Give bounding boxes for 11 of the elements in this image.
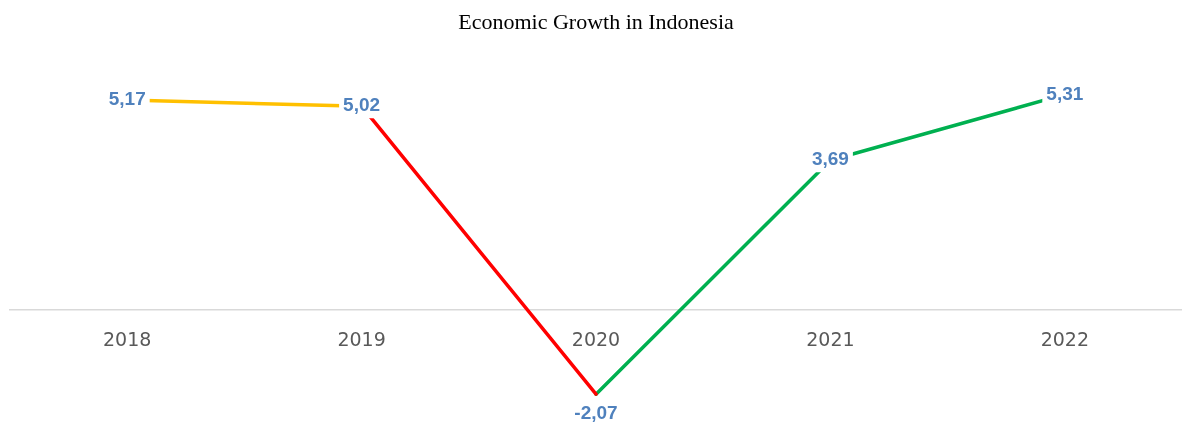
data-label: 5,02: [343, 94, 381, 116]
x-tick-label: 2021: [806, 328, 855, 351]
data-label: -2,07: [574, 402, 618, 424]
x-tick-label: 2020: [571, 328, 621, 351]
chart-title: Economic Growth in Indonesia: [458, 8, 734, 34]
x-tick-label: 2022: [1040, 328, 1089, 351]
data-label: 5,17: [108, 88, 146, 110]
x-tick-label: 2018: [103, 328, 152, 351]
data-label: 5,31: [1046, 82, 1084, 104]
data-label: 3,69: [811, 148, 849, 170]
x-tick-label: 2019: [337, 328, 386, 351]
